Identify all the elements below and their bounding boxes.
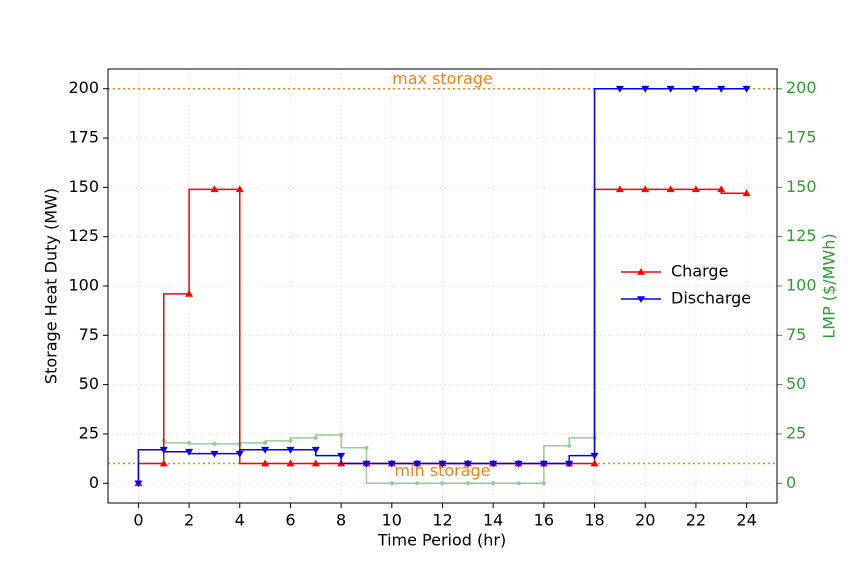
point [286, 446, 295, 454]
y-tick-label: 150 [68, 177, 99, 196]
point [261, 459, 270, 467]
point [415, 481, 420, 486]
y-tick-label: 200 [68, 78, 99, 97]
x-tick-label: 24 [736, 511, 756, 530]
y-tick-label: 0 [89, 473, 99, 492]
x-tick-label: 18 [584, 511, 604, 530]
point [235, 185, 244, 193]
x-axis-label: Time Period (hr) [377, 531, 506, 550]
point [615, 185, 624, 193]
point [465, 481, 470, 486]
point [567, 443, 572, 448]
point [389, 481, 394, 486]
point [185, 289, 194, 297]
y2-tick-label: 175 [786, 128, 817, 147]
point [666, 185, 675, 193]
point [438, 460, 447, 468]
y-tick-label: 100 [68, 276, 99, 295]
series [134, 85, 751, 488]
x-tick-label: 16 [534, 511, 554, 530]
step-line [163, 87, 747, 485]
annotation: max storage [392, 69, 493, 88]
x-tick-label: 4 [235, 511, 245, 530]
y-axis-label: Storage Heat Duty (MW) [42, 188, 61, 384]
y-tick-label: 125 [68, 226, 99, 245]
x-tick-label: 6 [285, 511, 295, 530]
point [387, 460, 396, 468]
y2-tick-label: 200 [786, 78, 817, 97]
point [742, 189, 751, 197]
y2-tick-label: 100 [786, 276, 817, 295]
point [516, 481, 521, 486]
point [514, 460, 523, 468]
point [691, 85, 700, 93]
point [717, 85, 726, 93]
x-tick-label: 0 [133, 511, 143, 530]
y2-tick-label: 125 [786, 226, 817, 245]
x-tick-label: 20 [635, 511, 655, 530]
point [641, 85, 650, 93]
y2-tick-label: 0 [786, 473, 796, 492]
plot-frame [107, 68, 778, 504]
point [134, 480, 143, 488]
point [565, 460, 574, 468]
point [159, 459, 168, 467]
y2-tick-label: 75 [786, 325, 806, 344]
y2-tick-label: 25 [786, 423, 806, 442]
point [212, 441, 217, 446]
point [339, 432, 344, 437]
point [288, 438, 293, 443]
series [134, 185, 751, 487]
x-tick-label: 8 [336, 511, 346, 530]
point [210, 185, 219, 193]
point [159, 446, 168, 454]
point [541, 481, 546, 486]
point [717, 185, 726, 193]
legend-marker [637, 296, 645, 303]
x-tick-label: 22 [686, 511, 706, 530]
y-tick-label: 50 [79, 374, 99, 393]
point [590, 452, 599, 460]
point [742, 85, 751, 93]
point [311, 459, 320, 467]
point [539, 460, 548, 468]
point [615, 85, 624, 93]
point [311, 446, 320, 454]
y2-tick-label: 150 [786, 177, 817, 196]
y-tick-label: 175 [68, 128, 99, 147]
legend-marker [637, 268, 645, 275]
point [235, 450, 244, 458]
point [590, 459, 599, 467]
x-tick-label: 2 [184, 511, 194, 530]
point [691, 185, 700, 193]
x-tick-label: 14 [483, 511, 503, 530]
point [187, 440, 192, 445]
point [261, 446, 270, 454]
point [337, 452, 346, 460]
point [263, 440, 268, 445]
y2-axis-label: LMP ($/MWh) [820, 233, 839, 338]
legend-label: Charge [671, 262, 728, 281]
point [364, 445, 369, 450]
point [440, 481, 445, 486]
point [413, 460, 422, 468]
point [641, 185, 650, 193]
y-tick-label: 25 [79, 423, 99, 442]
point [489, 460, 498, 468]
point [362, 460, 371, 468]
point [313, 435, 318, 440]
point [185, 448, 194, 456]
y2-tick-label: 50 [786, 374, 806, 393]
legend-label: Discharge [671, 289, 751, 308]
x-tick-label: 12 [432, 511, 452, 530]
y-tick-label: 75 [79, 325, 99, 344]
point [286, 459, 295, 467]
point [463, 460, 472, 468]
x-tick-label: 10 [382, 511, 402, 530]
point [210, 450, 219, 458]
point [491, 481, 496, 486]
point [666, 85, 675, 93]
